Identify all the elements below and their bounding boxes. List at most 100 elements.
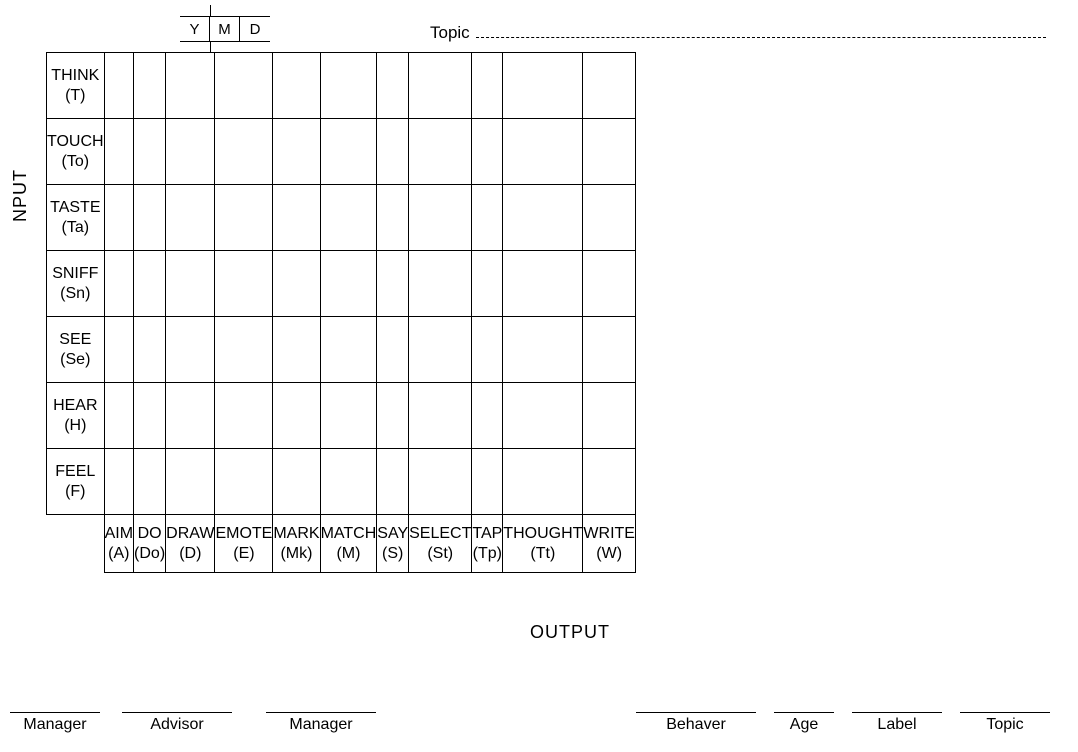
grid-cell[interactable] (215, 251, 273, 317)
grid-cell[interactable] (320, 119, 377, 185)
grid-cell[interactable] (166, 185, 215, 251)
grid-cell[interactable] (134, 119, 166, 185)
grid-cell[interactable] (273, 383, 320, 449)
grid-cell[interactable] (583, 449, 636, 515)
grid-cell[interactable] (503, 185, 583, 251)
grid-cell[interactable] (166, 119, 215, 185)
grid-cell[interactable] (104, 383, 133, 449)
topic-label: Topic (430, 23, 470, 43)
learning-channel-grid: THINK(T)TOUCH(To)TASTE(Ta)SNIFF(Sn)SEE(S… (46, 52, 636, 573)
col-header: DO(Do) (134, 515, 166, 573)
grid-cell[interactable] (377, 119, 409, 185)
topic-field[interactable]: Topic (430, 20, 1046, 43)
grid-cell[interactable] (583, 119, 636, 185)
grid-cell[interactable] (104, 53, 133, 119)
grid-cell[interactable] (134, 251, 166, 317)
grid-cell[interactable] (320, 53, 377, 119)
grid-cell[interactable] (472, 383, 503, 449)
grid-cell[interactable] (377, 53, 409, 119)
grid-cell[interactable] (377, 383, 409, 449)
grid-cell[interactable] (273, 53, 320, 119)
grid-cell[interactable] (503, 119, 583, 185)
grid-cell[interactable] (215, 53, 273, 119)
col-header: MARK(Mk) (273, 515, 320, 573)
grid-cell[interactable] (377, 317, 409, 383)
grid-cell[interactable] (472, 53, 503, 119)
row-header: TOUCH(To) (47, 119, 105, 185)
grid-cell[interactable] (583, 383, 636, 449)
grid-cell[interactable] (503, 251, 583, 317)
grid-cell[interactable] (377, 449, 409, 515)
grid-cell[interactable] (503, 317, 583, 383)
grid-cell[interactable] (104, 251, 133, 317)
col-header: EMOTE(E) (215, 515, 273, 573)
footer-slot[interactable]: Manager (266, 712, 376, 734)
grid-cell[interactable] (215, 383, 273, 449)
grid-cell[interactable] (215, 317, 273, 383)
footer-slot[interactable]: Label (852, 712, 942, 734)
grid-cell[interactable] (166, 53, 215, 119)
grid-cell[interactable] (472, 317, 503, 383)
grid-cell[interactable] (472, 119, 503, 185)
col-header: MATCH(M) (320, 515, 377, 573)
grid-cell[interactable] (472, 185, 503, 251)
grid-cell[interactable] (215, 449, 273, 515)
grid-cell[interactable] (104, 449, 133, 515)
grid-cell[interactable] (166, 383, 215, 449)
grid-cell[interactable] (503, 383, 583, 449)
grid-cell[interactable] (273, 317, 320, 383)
grid-cell[interactable] (166, 449, 215, 515)
grid-cell[interactable] (583, 317, 636, 383)
footer-slot[interactable]: Manager (10, 712, 100, 734)
footer-slot[interactable]: Age (774, 712, 834, 734)
grid-cell[interactable] (583, 185, 636, 251)
grid-cell[interactable] (166, 251, 215, 317)
grid-cell[interactable] (583, 251, 636, 317)
grid-cell[interactable] (409, 449, 472, 515)
ymd-d: D (240, 17, 270, 41)
grid-cell[interactable] (134, 53, 166, 119)
grid-cell[interactable] (104, 119, 133, 185)
grid-cell[interactable] (409, 185, 472, 251)
grid-cell[interactable] (215, 185, 273, 251)
grid-cell[interactable] (134, 185, 166, 251)
grid-cell[interactable] (273, 119, 320, 185)
grid-cell[interactable] (134, 383, 166, 449)
footer-slot[interactable]: Advisor (122, 712, 232, 734)
grid-cell[interactable] (503, 53, 583, 119)
grid-cell[interactable] (215, 119, 273, 185)
grid-cell[interactable] (583, 53, 636, 119)
grid-cell[interactable] (377, 251, 409, 317)
grid-cell[interactable] (320, 317, 377, 383)
grid-cell[interactable] (320, 185, 377, 251)
grid-cell[interactable] (134, 449, 166, 515)
row-header: TASTE(Ta) (47, 185, 105, 251)
grid-cell[interactable] (409, 119, 472, 185)
col-header: WRITE(W) (583, 515, 636, 573)
footer-slot[interactable]: Behaver (636, 712, 756, 734)
grid-cell[interactable] (320, 383, 377, 449)
grid-cell[interactable] (409, 53, 472, 119)
grid-cell[interactable] (104, 317, 133, 383)
grid-cell[interactable] (409, 251, 472, 317)
date-ymd-box: Y M D (180, 16, 270, 42)
ymd-m: M (210, 17, 240, 41)
grid-cell[interactable] (320, 449, 377, 515)
grid-cell[interactable] (503, 449, 583, 515)
col-header: AIM(A) (104, 515, 133, 573)
grid-cell[interactable] (472, 251, 503, 317)
col-header: TAP(Tp) (472, 515, 503, 573)
grid-cell[interactable] (104, 185, 133, 251)
grid-cell[interactable] (409, 383, 472, 449)
row-header: HEAR(H) (47, 383, 105, 449)
grid-cell[interactable] (409, 317, 472, 383)
grid-cell[interactable] (273, 449, 320, 515)
grid-cell[interactable] (134, 317, 166, 383)
grid-cell[interactable] (273, 185, 320, 251)
footer-slot[interactable]: Topic (960, 712, 1050, 734)
grid-cell[interactable] (166, 317, 215, 383)
grid-cell[interactable] (472, 449, 503, 515)
grid-cell[interactable] (273, 251, 320, 317)
grid-cell[interactable] (377, 185, 409, 251)
grid-cell[interactable] (320, 251, 377, 317)
